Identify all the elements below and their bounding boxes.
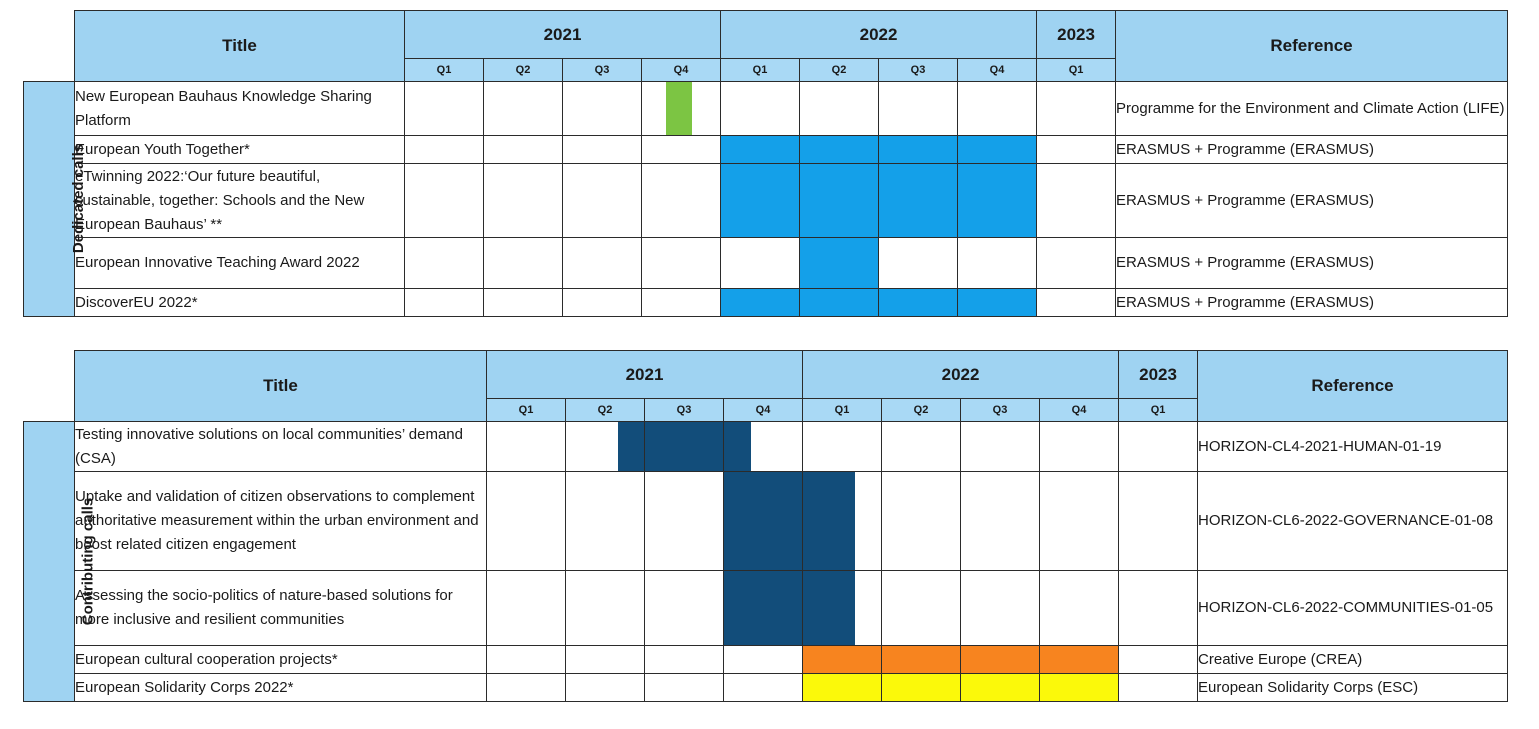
- table-row: Dedicated calls New European Bauhaus Kno…: [23, 81, 1508, 317]
- timeline-bar: [881, 645, 962, 674]
- row-reference: ERASMUS + Programme (ERASMUS): [1115, 163, 1508, 238]
- quarter-header: Q3: [562, 58, 642, 82]
- side-label-cell: Dedicated calls: [23, 81, 87, 317]
- row-reference: HORIZON-CL4-2021-HUMAN-01-19: [1197, 421, 1508, 472]
- row-title: Assessing the socio-politics of nature-b…: [74, 570, 487, 646]
- table-row: European Solidarity Corps 2022* European…: [24, 673, 1508, 702]
- side-label: Contributing calls: [79, 497, 97, 625]
- quarter-header: Q4: [640, 58, 722, 82]
- quarter-header: Q4: [722, 398, 804, 422]
- quarter-header: Q2: [881, 398, 962, 422]
- table-row: European cultural cooperation projects* …: [24, 645, 1508, 674]
- reference-header: Reference: [1115, 10, 1508, 82]
- timeline-bar: [881, 673, 962, 702]
- quarter-header: Q2: [565, 398, 645, 422]
- row-reference: ERASMUS + Programme (ERASMUS): [1115, 237, 1508, 289]
- row-reference: HORIZON-CL6-2022-COMMUNITIES-01-05: [1197, 570, 1508, 646]
- timeline-bar: [803, 571, 856, 645]
- quarter-header: Q1: [404, 58, 484, 82]
- row-reference: Creative Europe (CREA): [1197, 645, 1508, 674]
- quarter-header: Q4: [957, 58, 1038, 82]
- quarter-header: Q1: [1036, 58, 1117, 82]
- timeline-bar: [1039, 645, 1120, 674]
- timeline-bar: [722, 570, 804, 646]
- timeline-bar: [799, 237, 880, 289]
- row-title: European cultural cooperation projects*: [74, 645, 487, 674]
- row-title: eTwinning 2022:‘Our future beautiful, su…: [74, 163, 405, 238]
- corner-blank: [23, 350, 75, 422]
- table-row: Contributing calls Testing innovative so…: [23, 421, 1508, 702]
- timeline-bar: [724, 422, 751, 471]
- row-reference: Programme for the Environment and Climat…: [1115, 81, 1508, 136]
- row-title: Testing innovative solutions on local co…: [74, 421, 487, 472]
- quarter-header: Q4: [1039, 398, 1120, 422]
- side-label: Dedicated calls: [70, 143, 88, 254]
- year-2023-header: 2023: [1036, 10, 1117, 59]
- row-title: European Innovative Teaching Award 2022: [74, 237, 405, 289]
- timeline-bar: [960, 645, 1041, 674]
- title-header: Title: [74, 10, 405, 82]
- row-reference: HORIZON-CL6-2022-GOVERNANCE-01-08: [1197, 471, 1508, 571]
- table-row: Assessing the socio-politics of nature-b…: [24, 570, 1508, 646]
- row-reference: ERASMUS + Programme (ERASMUS): [1115, 288, 1508, 317]
- quarter-header: Q3: [960, 398, 1041, 422]
- timeline-bar: [644, 421, 724, 472]
- table-row: European Innovative Teaching Award 2022 …: [24, 237, 1508, 289]
- timeline-bar: [957, 163, 1038, 238]
- timeline-bar: [957, 135, 1038, 164]
- row-title: DiscoverEU 2022*: [74, 288, 405, 317]
- year-2022-header: 2022: [802, 350, 1120, 399]
- reference-header: Reference: [1197, 350, 1508, 422]
- row-title: New European Bauhaus Knowledge Sharing P…: [74, 81, 405, 136]
- row-title: Uptake and validation of citizen observa…: [74, 471, 487, 571]
- year-2022-header: 2022: [720, 10, 1038, 59]
- timeline-bar: [878, 163, 959, 238]
- timeline-bar: [957, 288, 1038, 317]
- timeline-bar: [720, 163, 801, 238]
- timeline-bar: [720, 288, 801, 317]
- timeline-bar: [878, 135, 959, 164]
- table-row: European Youth Together* ERASMUS + Progr…: [24, 135, 1508, 164]
- quarter-header: Q2: [799, 58, 880, 82]
- year-2021-header: 2021: [485, 350, 804, 399]
- side-label-cell: Contributing calls: [23, 421, 96, 702]
- timeline-bar: [799, 163, 880, 238]
- quarter-header: Q2: [483, 58, 563, 82]
- year-2021-header: 2021: [403, 10, 722, 59]
- table-row: DiscoverEU 2022* ERASMUS + Programme (ER…: [24, 288, 1508, 317]
- row-title: European Youth Together*: [74, 135, 405, 164]
- dedicated-calls-table: Title 2021 2022 2023 Reference Q1 Q2 Q3 …: [23, 10, 1508, 317]
- table-row: Uptake and validation of citizen observa…: [24, 471, 1508, 571]
- row-reference: ERASMUS + Programme (ERASMUS): [1115, 135, 1508, 164]
- timeline-bar: [802, 645, 883, 674]
- contributing-calls-table: Title 2021 2022 2023 Reference Q1 Q2 Q3 …: [23, 350, 1508, 702]
- quarter-header: Q1: [1118, 398, 1199, 422]
- row-reference: European Solidarity Corps (ESC): [1197, 673, 1508, 702]
- corner-blank: [23, 10, 75, 82]
- quarter-header: Q3: [644, 398, 724, 422]
- timeline-bar: [878, 288, 959, 317]
- timeline-bar: [1039, 673, 1120, 702]
- timeline-bar: [722, 471, 804, 571]
- timeline-bar: [803, 472, 856, 570]
- table-row: eTwinning 2022:‘Our future beautiful, su…: [24, 163, 1508, 238]
- row-title: European Solidarity Corps 2022*: [74, 673, 487, 702]
- timeline-bar: [960, 673, 1041, 702]
- year-2023-header: 2023: [1118, 350, 1199, 399]
- timeline-bar: [802, 673, 883, 702]
- quarter-header: Q1: [720, 58, 801, 82]
- title-header: Title: [74, 350, 487, 422]
- timeline-bar: [618, 422, 644, 471]
- quarter-header: Q1: [486, 398, 566, 422]
- quarter-header: Q1: [802, 398, 883, 422]
- timeline-bar: [720, 135, 801, 164]
- timeline-bar: [799, 288, 880, 317]
- timeline-bar: [799, 135, 880, 164]
- quarter-header: Q3: [878, 58, 959, 82]
- timeline-bar: [666, 82, 692, 135]
